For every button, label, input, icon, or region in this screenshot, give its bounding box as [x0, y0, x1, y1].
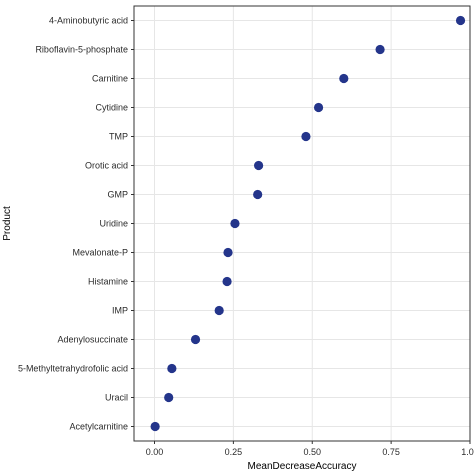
data-point [455, 15, 466, 26]
data-point [313, 102, 324, 113]
x-axis: 0.00 0.25 0.50 0.75 1.00 [146, 441, 474, 457]
x-tick-label: 0.00 [146, 447, 164, 457]
y-tick-label: 4-Aminobutyric acid [49, 16, 128, 26]
data-point [254, 160, 264, 171]
x-tick-label: 0.25 [225, 447, 243, 457]
y-tick-label: Carnitine [92, 74, 128, 84]
x-tick-label: 0.75 [382, 447, 400, 457]
data-point [164, 392, 174, 403]
data-point [190, 334, 201, 345]
data-point [167, 363, 177, 374]
y-tick-label: TMP [109, 132, 128, 142]
y-tick-label: Cytidine [95, 103, 128, 113]
y-tick-label: Orotic acid [85, 161, 128, 171]
gridlines [134, 6, 471, 441]
y-axis-title: Product [2, 206, 13, 241]
data-point [253, 189, 263, 200]
data-point [230, 218, 240, 229]
x-axis-title: MeanDecreaseAccuracy [248, 461, 357, 472]
data-point [222, 276, 232, 287]
data-point [375, 44, 385, 55]
y-tick-label: Adenylosuccinate [57, 335, 128, 345]
y-tick-label: Acetylcarnitine [69, 422, 128, 432]
y-tick-label: 5-Methyltetrahydrofolic acid [18, 364, 128, 374]
data-point [223, 247, 233, 258]
data-point [214, 305, 224, 316]
y-tick-label: Riboflavin-5-phosphate [35, 45, 128, 55]
y-tick-label: Uracil [105, 393, 128, 403]
data-point [150, 421, 160, 432]
data-point [301, 131, 311, 142]
data-point [339, 73, 349, 84]
y-tick-label: Mevalonate-P [72, 248, 128, 258]
y-tick-label: IMP [112, 306, 128, 316]
y-axis: 4-Aminobutyric acid Riboflavin-5-phosphat… [18, 16, 134, 432]
x-tick-label: 1.00 [461, 447, 474, 457]
y-tick-label: Uridine [99, 219, 128, 229]
data-points [150, 15, 466, 432]
y-tick-label: GMP [107, 190, 128, 200]
x-tick-label: 0.50 [303, 447, 321, 457]
y-tick-label: Histamine [88, 277, 128, 287]
